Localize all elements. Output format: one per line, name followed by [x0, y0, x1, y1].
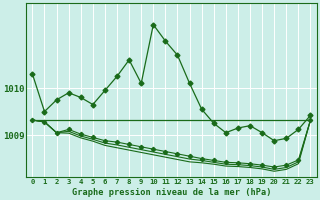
- X-axis label: Graphe pression niveau de la mer (hPa): Graphe pression niveau de la mer (hPa): [72, 188, 271, 197]
